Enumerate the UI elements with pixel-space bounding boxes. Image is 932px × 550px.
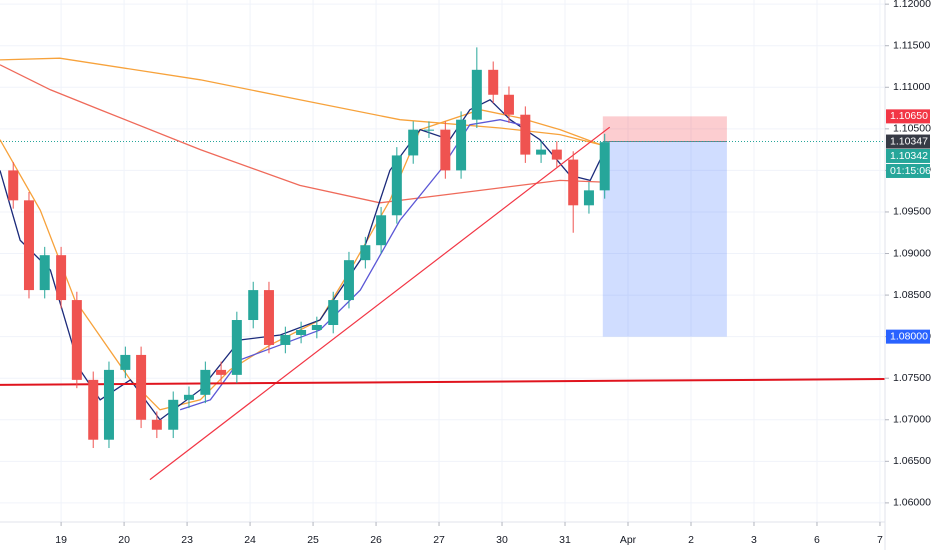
candle-body xyxy=(471,69,482,120)
candle-body xyxy=(23,200,34,291)
last-price-tag: 1.10342 xyxy=(890,150,928,162)
countdown: 01:15:06 xyxy=(890,165,931,177)
moving-average xyxy=(0,64,601,204)
candle-body xyxy=(280,334,291,345)
y-tick-label: 1.10500 xyxy=(893,123,931,135)
last-price-tag-bg xyxy=(886,148,930,163)
target-tag: 1.08000 xyxy=(890,330,928,342)
x-tick-label: 31 xyxy=(559,534,571,546)
entry-tag-bg xyxy=(886,134,930,149)
candle-body xyxy=(408,129,419,156)
x-tick-label: Apr xyxy=(620,534,637,546)
candle-body xyxy=(168,399,179,430)
x-tick-label: 2 xyxy=(688,534,694,546)
candle-body xyxy=(551,149,562,160)
trendline xyxy=(149,126,611,481)
candle-body xyxy=(488,69,499,95)
x-tick-label: 25 xyxy=(307,534,319,546)
candle-body xyxy=(423,129,434,131)
stop-tag-bg xyxy=(886,109,930,124)
time-axis xyxy=(0,522,885,550)
x-tick-label: 3 xyxy=(751,534,757,546)
y-tick-label: 1.11000 xyxy=(893,81,930,93)
candle-body xyxy=(568,159,579,206)
candle-body xyxy=(536,149,547,155)
stop-zone xyxy=(602,116,727,142)
candle-body xyxy=(183,394,194,400)
target-zone xyxy=(602,141,727,337)
x-tick-label: 30 xyxy=(496,534,508,546)
x-tick-label: 24 xyxy=(244,534,256,546)
x-tick-label: 23 xyxy=(181,534,193,546)
candle-body xyxy=(216,369,227,375)
candle-body xyxy=(39,255,50,291)
y-tick-label: 1.09000 xyxy=(893,247,931,259)
candle-body xyxy=(136,354,147,420)
candle-body xyxy=(88,379,99,440)
entry-tag: 1.10347 xyxy=(890,135,928,147)
candle-body xyxy=(599,142,610,191)
y-tick-label: 1.12000 xyxy=(893,0,931,10)
candle-body xyxy=(376,215,387,246)
candle-body xyxy=(296,329,307,335)
candle-body xyxy=(263,290,274,345)
candle-body xyxy=(440,129,451,171)
y-tick-label: 1.11500 xyxy=(893,39,930,51)
price-axis xyxy=(885,0,932,550)
y-tick-label: 1.09500 xyxy=(893,206,931,218)
candle-body xyxy=(103,369,114,440)
candle-body xyxy=(200,369,211,395)
x-tick-label: 27 xyxy=(433,534,445,546)
candle-body xyxy=(343,260,354,301)
y-tick-label: 1.08500 xyxy=(893,289,931,301)
candle-body xyxy=(391,155,402,216)
y-tick-label: 1.06500 xyxy=(893,455,931,467)
candle-body xyxy=(503,94,514,115)
moving-average xyxy=(179,119,521,411)
y-tick-label: 1.07500 xyxy=(893,372,931,384)
candle-body xyxy=(520,114,531,155)
candle-body xyxy=(56,255,67,301)
support-line xyxy=(0,378,886,386)
candle-body xyxy=(71,300,82,380)
candle-body xyxy=(583,190,594,206)
candle-body xyxy=(8,170,19,201)
target-tag-bg xyxy=(886,329,930,344)
x-tick-label: 20 xyxy=(118,534,130,546)
candle-body xyxy=(360,245,371,261)
candle-body xyxy=(328,300,339,326)
candle-body xyxy=(120,354,131,370)
x-tick-label: 26 xyxy=(370,534,382,546)
candle-body xyxy=(248,290,259,321)
candle-body xyxy=(456,119,467,171)
stop-tag: 1.10650 xyxy=(890,110,928,122)
moving-average xyxy=(0,109,601,411)
candle-body xyxy=(311,325,322,330)
candle-body xyxy=(231,320,242,375)
x-tick-label: 7 xyxy=(877,534,883,546)
x-tick-label: 19 xyxy=(55,534,67,546)
x-tick-label: 6 xyxy=(814,534,820,546)
moving-average xyxy=(0,57,601,146)
countdown-bg xyxy=(886,163,930,178)
y-tick-label: 1.06000 xyxy=(893,497,931,509)
candle-body xyxy=(151,419,162,430)
y-tick-label: 1.07000 xyxy=(893,414,931,426)
